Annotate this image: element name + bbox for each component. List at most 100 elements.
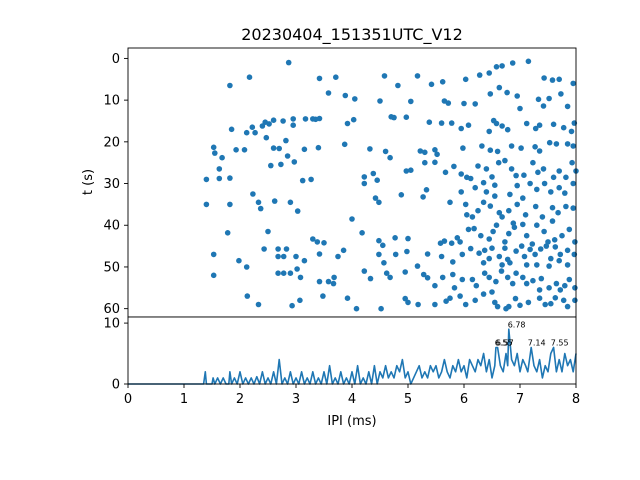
hist-y-tick-label: 10 xyxy=(103,317,120,332)
peak-annotation-label: 6.55 xyxy=(495,339,513,348)
scatter-point xyxy=(376,199,382,206)
scatter-point xyxy=(320,293,326,299)
scatter-point xyxy=(268,162,274,169)
scatter-point xyxy=(472,184,479,191)
scatter-point xyxy=(512,295,519,302)
scatter-point xyxy=(543,243,550,249)
scatter-point xyxy=(480,199,487,206)
scatter-point xyxy=(265,228,271,235)
scatter-point xyxy=(447,295,453,302)
scatter-point xyxy=(538,275,545,282)
peak-annotation-label: 6.57 xyxy=(496,339,514,348)
scatter-point xyxy=(506,230,512,237)
scatter-point xyxy=(428,81,435,88)
scatter-point xyxy=(340,247,347,254)
scatter-point xyxy=(210,251,217,258)
scatter-point xyxy=(504,274,511,281)
scatter-point xyxy=(459,276,466,283)
scatter-point xyxy=(553,280,560,287)
scatter-point xyxy=(546,139,553,146)
scatter-point xyxy=(344,295,351,302)
scatter-point xyxy=(472,101,479,107)
scatter-point xyxy=(283,246,290,252)
scatter-point xyxy=(563,203,569,210)
scatter-point xyxy=(509,60,516,66)
scatter-point xyxy=(520,195,526,201)
scatter-point xyxy=(249,124,256,130)
scatter-point xyxy=(387,274,393,281)
scatter-point xyxy=(227,175,233,181)
scatter-point xyxy=(508,166,515,172)
scatter-point xyxy=(350,116,357,123)
scatter-point xyxy=(534,222,540,228)
scatter-point xyxy=(513,270,519,277)
scatter-point xyxy=(378,305,384,312)
scatter-point xyxy=(380,242,386,249)
scatter-point xyxy=(570,180,576,187)
scatter-point xyxy=(457,239,463,245)
scatter-point xyxy=(556,257,562,264)
scatter-point xyxy=(498,268,505,274)
scatter-point xyxy=(549,204,556,211)
scatter-point xyxy=(496,253,503,260)
scatter-point xyxy=(522,212,529,218)
scatter-point xyxy=(473,282,480,289)
scatter-point xyxy=(504,126,511,133)
scatter-point xyxy=(486,70,493,76)
scatter-point xyxy=(532,125,539,132)
scatter-point xyxy=(439,274,446,281)
scatter-point xyxy=(243,129,250,136)
scatter-point xyxy=(546,285,552,291)
scatter-point xyxy=(461,100,467,107)
scatter-point xyxy=(489,174,495,180)
scatter-point xyxy=(244,293,251,299)
scatter-point xyxy=(426,119,433,125)
scatter-point xyxy=(566,276,573,283)
scatter-point xyxy=(490,228,496,235)
scatter-point xyxy=(536,287,543,293)
scatter-point xyxy=(335,253,341,260)
scatter-point xyxy=(486,274,493,281)
scatter-point xyxy=(556,76,562,83)
scatter-point xyxy=(483,166,490,172)
scatter-point xyxy=(541,75,547,81)
scatter-point xyxy=(212,150,218,156)
scatter-point xyxy=(392,251,399,258)
x-tick-label: 2 xyxy=(236,392,244,407)
scatter-point xyxy=(402,269,409,275)
scatter-point xyxy=(527,180,533,187)
histogram-frame xyxy=(127,316,577,385)
scatter-point xyxy=(483,189,490,195)
scatter-point xyxy=(432,301,438,308)
scatter-point xyxy=(553,141,560,147)
scatter-point xyxy=(495,159,502,166)
scatter-point xyxy=(439,79,446,85)
scatter-point xyxy=(532,144,538,150)
scatter-point xyxy=(398,192,405,198)
scatter-point xyxy=(570,80,576,87)
scatter-point xyxy=(458,171,465,177)
scatter-point xyxy=(450,271,456,278)
scatter-point xyxy=(536,295,543,302)
scatter-point xyxy=(492,182,498,188)
x-tick-label: 6 xyxy=(460,392,468,407)
scatter-point xyxy=(395,82,401,89)
scatter-point xyxy=(514,201,520,208)
scatter-point xyxy=(546,95,552,102)
scatter-point xyxy=(405,235,411,242)
scatter-point xyxy=(314,239,321,245)
scatter-point xyxy=(513,172,519,179)
scatter-point xyxy=(523,262,530,268)
x-tick-label: 7 xyxy=(516,392,524,407)
scatter-point xyxy=(564,262,571,268)
scatter-point xyxy=(513,248,519,254)
scatter-point xyxy=(255,301,262,308)
scatter-point xyxy=(408,167,414,173)
scatter-point xyxy=(266,121,272,127)
scatter-point xyxy=(376,251,382,258)
scatter-point xyxy=(492,193,498,199)
scatter-point xyxy=(370,170,377,177)
scatter-point xyxy=(415,301,421,308)
scatter-point xyxy=(465,122,472,128)
